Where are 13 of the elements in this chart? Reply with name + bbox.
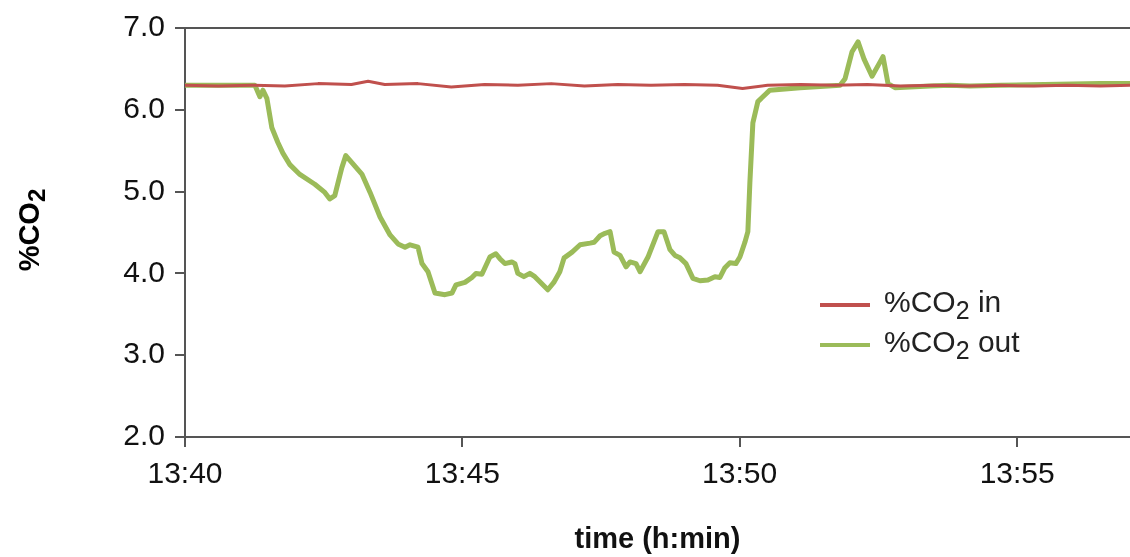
x-tick-label: 13:50 [702,456,778,490]
y-tick-label: 7.0 [123,9,165,43]
y-tick-label: 3.0 [123,336,165,370]
y-tick-label: 6.0 [123,91,165,125]
y-tick-label: 4.0 [123,254,165,288]
y-tick-label: 2.0 [123,418,165,452]
legend-label: %CO$_{2}$ out [884,325,1020,365]
legend-label: %CO$_{2}$ in [884,285,1002,325]
x-tick-label: 13:55 [979,456,1055,490]
x-axis-title: time (h:min) [574,521,741,554]
x-tick-label: 13:40 [147,456,223,490]
x-tick-label: 13:45 [424,456,500,490]
y-tick-label: 5.0 [123,172,165,206]
